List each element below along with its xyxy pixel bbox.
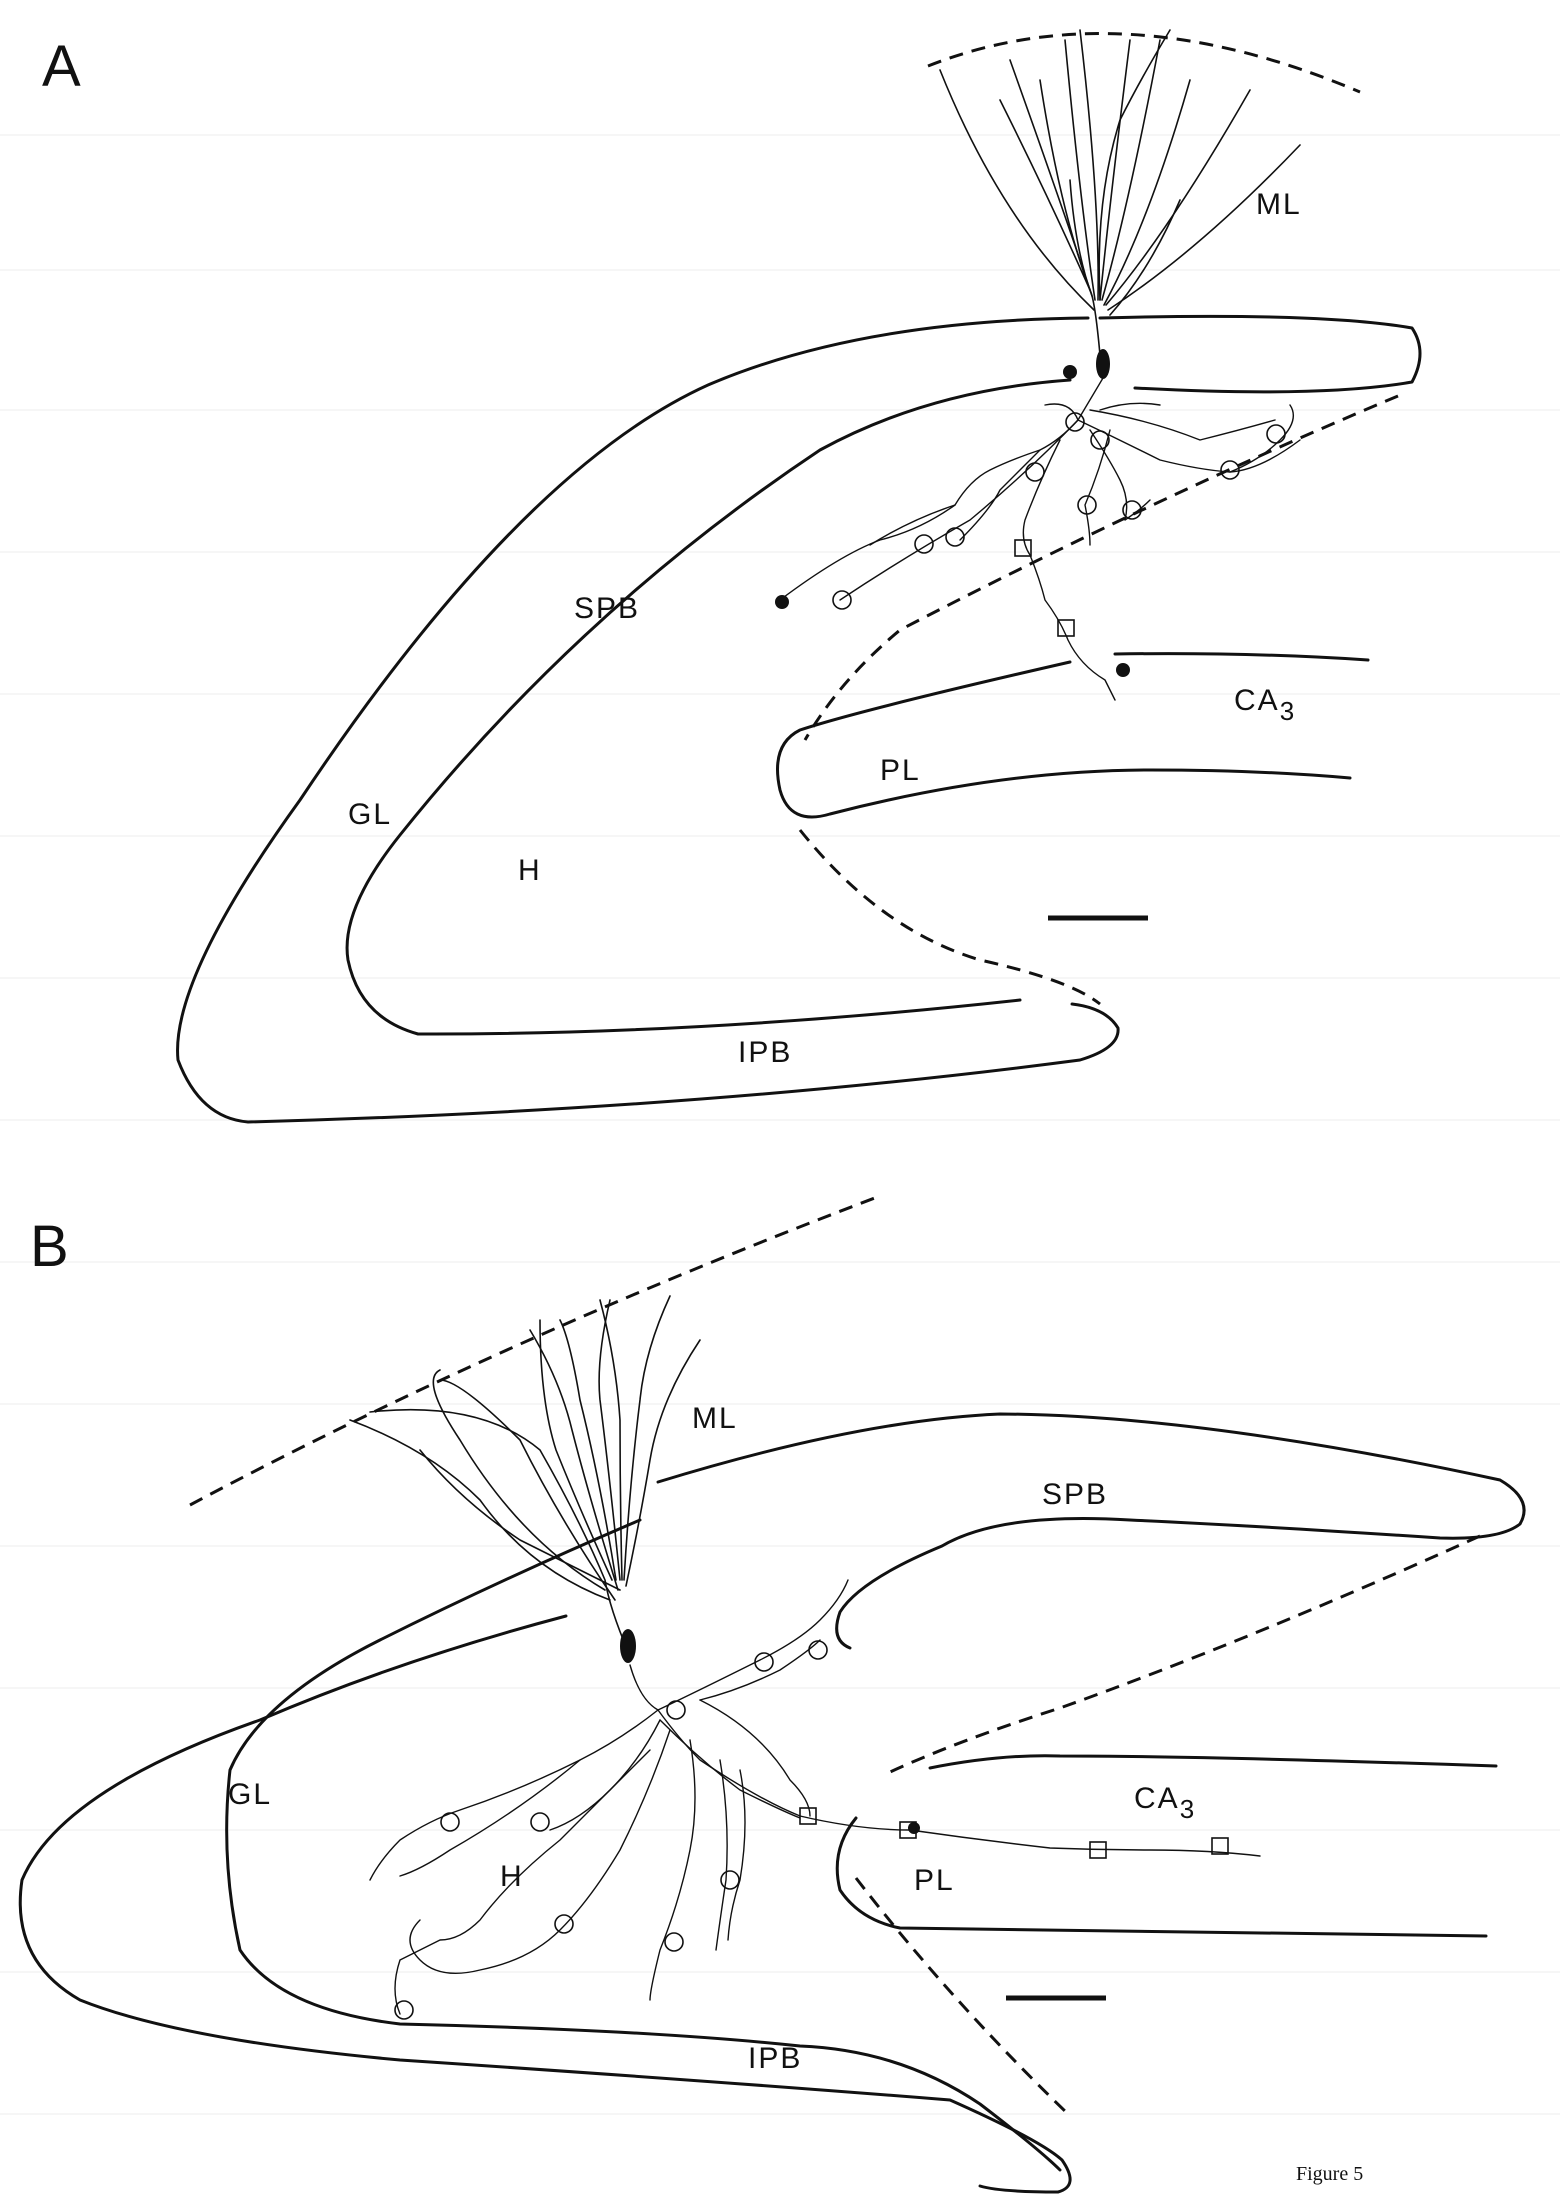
figure-caption: Figure 5	[1296, 2163, 1363, 2185]
panel-b-neuron-dendrites	[349, 1295, 701, 1657]
panel-b-label-gl: GL	[228, 1778, 272, 1811]
panel-b-label-spb: SPB	[1042, 1478, 1108, 1511]
panel-a-granule-inner	[345, 378, 1072, 1036]
panel-b-label-ca3: CA3	[1134, 1782, 1196, 1824]
panel-a-letter: A	[42, 34, 81, 99]
panel-a-ml-boundary	[927, 32, 1361, 94]
panel-b-letter: B	[30, 1214, 69, 1279]
panel-b-granule-layer	[18, 1412, 1526, 2194]
panel-a-granule-layer	[176, 314, 1422, 1124]
panel-b-label-h: H	[500, 1860, 524, 1893]
panel-b-hilus-boundary-top	[889, 1534, 1481, 1774]
panel-a: A	[42, 29, 1422, 1124]
panel-a-label-pl: PL	[880, 754, 921, 787]
panel-a-label-ipb: IPB	[738, 1036, 792, 1069]
panel-b: B	[18, 1194, 1526, 2194]
panel-a-label-h: H	[518, 854, 542, 887]
panel-b-granule-inner	[225, 1518, 1062, 2172]
panel-b-label-ml: ML	[692, 1402, 738, 1435]
panel-a-ca3-outer	[1113, 652, 1370, 662]
panel-a-axon-arbor	[779, 377, 1301, 701]
panel-a-ca3-layer	[776, 660, 1352, 819]
panel-a-label-ca3: CA3	[1234, 684, 1296, 726]
panel-b-ca3-outer	[928, 1754, 1498, 1770]
panel-b-ca3-layer	[835, 1816, 1488, 1938]
panel-b-label-ipb: IPB	[748, 2042, 802, 2075]
panel-b-label-pl: PL	[914, 1864, 955, 1897]
scan-lines	[0, 134, 1560, 2115]
panel-b-ml-boundary	[189, 1194, 881, 1507]
panel-a-label-gl: GL	[348, 798, 392, 831]
panel-a-hilus-boundary-top	[803, 394, 1399, 741]
panel-a-label-ml: ML	[1256, 188, 1302, 221]
panel-a-label-spb: SPB	[574, 592, 640, 625]
panel-a-neuron-dendrites	[939, 29, 1301, 356]
panel-b-soma	[620, 1629, 636, 1663]
panel-a-soma	[1096, 349, 1110, 379]
panel-a-hilus-boundary-bottom	[798, 829, 1101, 1006]
panel-b-axon-arbor	[369, 1579, 1261, 2015]
